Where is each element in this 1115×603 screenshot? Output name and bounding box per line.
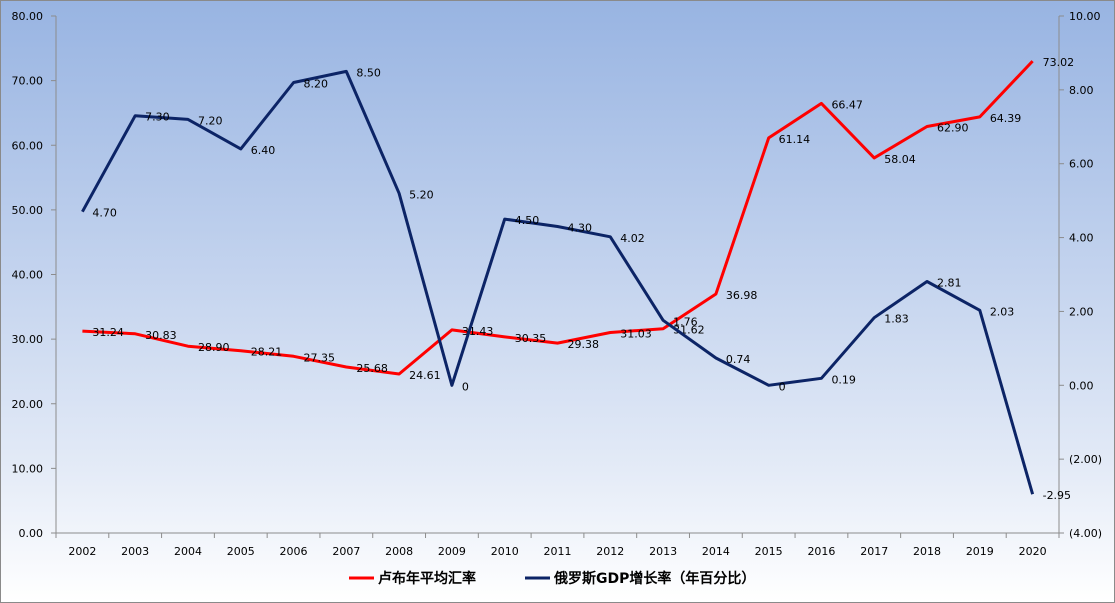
left-axis-tick-label: 50.00	[12, 204, 44, 217]
exchange-rate-data-label: 64.39	[990, 112, 1022, 125]
legend-label-gdp-growth: 俄罗斯GDP增长率（年百分比）	[553, 570, 755, 587]
gdp-growth-data-label: 1.76	[673, 315, 698, 328]
gdp-growth-data-label: -2.95	[1043, 489, 1071, 502]
exchange-rate-data-label: 30.35	[515, 332, 547, 345]
legend-label-exchange-rate: 卢布年平均汇率	[378, 570, 476, 587]
right-axis-tick-label: 2.00	[1069, 305, 1094, 318]
gdp-growth-data-label: 0	[462, 380, 469, 393]
exchange-rate-data-label: 30.83	[145, 329, 177, 342]
left-axis-tick-label: 30.00	[12, 333, 44, 346]
left-axis-tick-label: 60.00	[12, 139, 44, 152]
gdp-growth-data-label: 7.30	[145, 111, 170, 124]
exchange-rate-data-label: 31.03	[620, 327, 652, 340]
x-axis-tick-label: 2015	[755, 545, 783, 558]
right-axis-tick-label: 4.00	[1069, 232, 1094, 245]
gdp-growth-data-label: 4.02	[620, 232, 645, 245]
gdp-growth-data-label: 4.70	[92, 207, 117, 220]
x-axis-tick-label: 2018	[913, 545, 941, 558]
x-axis-tick-label: 2017	[860, 545, 888, 558]
gdp-growth-data-label: 1.83	[884, 313, 909, 326]
gdp-growth-data-label: 4.30	[568, 221, 593, 234]
x-axis-tick-label: 2016	[807, 545, 835, 558]
exchange-rate-data-label: 66.47	[831, 98, 863, 111]
x-axis-tick-label: 2012	[596, 545, 624, 558]
right-axis-tick-label: 8.00	[1069, 84, 1094, 97]
left-axis-tick-label: 40.00	[12, 269, 44, 282]
x-axis-tick-label: 2013	[649, 545, 677, 558]
x-axis-tick-label: 2019	[966, 545, 994, 558]
exchange-rate-line	[82, 60, 1034, 376]
gdp-growth-data-label: 2.81	[937, 277, 962, 290]
exchange-rate-data-label: 73.02	[1043, 56, 1075, 69]
exchange-rate-data-label: 24.61	[409, 369, 441, 382]
x-axis-tick-label: 2007	[332, 545, 360, 558]
gdp-growth-data-label: 4.50	[515, 214, 540, 227]
left-axis-tick-label: 0.00	[19, 527, 44, 540]
x-axis-tick-label: 2008	[385, 545, 413, 558]
left-axis-tick-label: 20.00	[12, 398, 44, 411]
exchange-rate-data-label: 36.98	[726, 289, 758, 302]
x-axis-tick-label: 2009	[438, 545, 466, 558]
exchange-rate-data-label: 28.21	[251, 346, 283, 359]
x-axis-tick-label: 2003	[121, 545, 149, 558]
right-axis-tick-label: (2.00)	[1069, 453, 1102, 466]
right-axis-tick-label: 6.00	[1069, 158, 1094, 171]
gdp-growth-data-label: 6.40	[251, 144, 276, 157]
exchange-rate-data-label: 31.24	[92, 326, 124, 339]
x-axis-tick-label: 2011	[544, 545, 572, 558]
gdp-growth-data-label: 0.74	[726, 353, 751, 366]
x-axis-tick-label: 2002	[68, 545, 96, 558]
gdp-growth-data-label: 0.19	[831, 373, 856, 386]
left-axis-tick-label: 10.00	[12, 462, 44, 475]
gdp-growth-data-label: 5.20	[409, 188, 434, 201]
exchange-rate-data-label: 58.04	[884, 153, 916, 166]
left-axis-tick-label: 80.00	[12, 10, 44, 23]
x-axis-tick-label: 2010	[491, 545, 519, 558]
x-axis-tick-label: 2006	[280, 545, 308, 558]
gdp-growth-data-label: 8.50	[356, 66, 381, 79]
exchange-rate-data-label: 61.14	[779, 133, 811, 146]
left-axis-tick-label: 70.00	[12, 75, 44, 88]
exchange-rate-data-label: 28.90	[198, 341, 230, 354]
exchange-rate-data-label: 29.38	[568, 338, 600, 351]
right-axis-tick-label: 0.00	[1069, 379, 1094, 392]
x-axis-tick-label: 2014	[702, 545, 730, 558]
gdp-growth-data-label: 8.20	[304, 77, 329, 90]
right-axis-tick-label: (4.00)	[1069, 527, 1102, 540]
x-axis-tick-label: 2005	[227, 545, 255, 558]
x-axis-tick-label: 2020	[1019, 545, 1047, 558]
x-axis-tick-label: 2004	[174, 545, 202, 558]
gdp-growth-data-label: 2.03	[990, 305, 1015, 318]
exchange-rate-data-label: 27.35	[304, 351, 336, 364]
gdp-growth-data-label: 0	[779, 380, 786, 393]
exchange-rate-data-label: 25.68	[356, 362, 388, 375]
right-axis-tick-label: 10.00	[1069, 10, 1101, 23]
gdp-growth-line	[81, 69, 1035, 495]
gdp-growth-data-label: 7.20	[198, 114, 223, 127]
exchange-rate-data-label: 62.90	[937, 122, 969, 135]
